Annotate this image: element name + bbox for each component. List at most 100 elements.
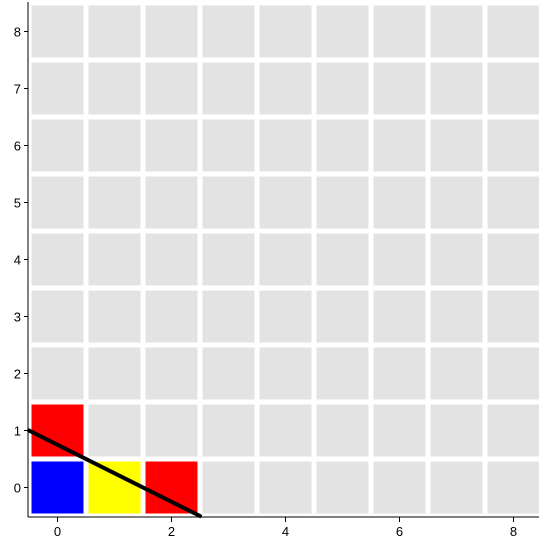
board-cell[interactable] [202, 233, 255, 286]
board-cell[interactable] [88, 404, 141, 457]
board-cell[interactable] [259, 461, 312, 514]
board-cell[interactable] [31, 119, 84, 172]
board-cell[interactable] [487, 461, 539, 514]
x-tick-label: 0 [54, 524, 61, 539]
aim-line-layer [27, 428, 202, 518]
board-cell[interactable] [88, 5, 141, 58]
board-cell[interactable] [259, 62, 312, 115]
board-cell[interactable] [430, 5, 483, 58]
board-cell[interactable] [487, 62, 539, 115]
x-tick-label: 4 [282, 524, 289, 539]
board-cell[interactable] [316, 233, 369, 286]
board-cell[interactable] [373, 461, 426, 514]
aim-line [27, 428, 202, 518]
board-cell[interactable] [316, 290, 369, 343]
board-cell[interactable] [316, 347, 369, 400]
board-cell[interactable] [202, 290, 255, 343]
board-cell[interactable] [487, 290, 539, 343]
board-cell[interactable] [145, 5, 198, 58]
board-cell[interactable] [202, 404, 255, 457]
x-tick-label: 6 [396, 524, 403, 539]
pieces-layer [31, 404, 198, 514]
board-cell[interactable] [202, 461, 255, 514]
board-cell[interactable] [373, 119, 426, 172]
board-cell[interactable] [487, 119, 539, 172]
board-cell[interactable] [145, 290, 198, 343]
board-cell[interactable] [31, 5, 84, 58]
y-tick-label: 5 [14, 196, 21, 211]
board-cell[interactable] [373, 176, 426, 229]
board-cell[interactable] [259, 5, 312, 58]
yellow-piece[interactable] [88, 461, 141, 514]
board-cell[interactable] [373, 404, 426, 457]
board-cell[interactable] [88, 233, 141, 286]
board-cell[interactable] [202, 176, 255, 229]
board-cell[interactable] [31, 62, 84, 115]
board-cell[interactable] [145, 119, 198, 172]
board-cell[interactable] [202, 347, 255, 400]
board-cell[interactable] [202, 5, 255, 58]
board-cell[interactable] [31, 347, 84, 400]
board-cell[interactable] [31, 233, 84, 286]
blue-piece[interactable] [31, 461, 84, 514]
board-cell[interactable] [430, 176, 483, 229]
board-cell[interactable] [487, 347, 539, 400]
board-cell[interactable] [88, 62, 141, 115]
board-cell[interactable] [145, 176, 198, 229]
y-tick-label: 6 [14, 139, 21, 154]
board-cell[interactable] [202, 62, 255, 115]
board-cell[interactable] [88, 176, 141, 229]
board-cell[interactable] [430, 119, 483, 172]
board-cell[interactable] [31, 290, 84, 343]
board-cell[interactable] [430, 461, 483, 514]
red-piece[interactable] [145, 461, 198, 514]
board-cell[interactable] [316, 404, 369, 457]
board-cell[interactable] [259, 119, 312, 172]
board-cell[interactable] [31, 176, 84, 229]
board-cell[interactable] [373, 347, 426, 400]
board-cell[interactable] [316, 176, 369, 229]
board-cell[interactable] [202, 119, 255, 172]
board-cell[interactable] [373, 233, 426, 286]
board-cell[interactable] [430, 347, 483, 400]
board-cell[interactable] [145, 62, 198, 115]
board-cell[interactable] [145, 233, 198, 286]
y-tick-label: 3 [14, 310, 21, 325]
board-cell[interactable] [430, 290, 483, 343]
x-tick-label: 2 [168, 524, 175, 539]
board-cell[interactable] [487, 233, 539, 286]
board-cell[interactable] [487, 404, 539, 457]
y-tick-label: 2 [14, 367, 21, 382]
board-cell[interactable] [88, 119, 141, 172]
board-cell[interactable] [430, 62, 483, 115]
board-cell[interactable] [259, 176, 312, 229]
board-cell[interactable] [145, 347, 198, 400]
board-cell[interactable] [373, 62, 426, 115]
board-cell[interactable] [259, 290, 312, 343]
board-cell[interactable] [316, 119, 369, 172]
board-cell[interactable] [430, 404, 483, 457]
board-cell[interactable] [145, 404, 198, 457]
board-cell[interactable] [259, 404, 312, 457]
board-cell[interactable] [487, 176, 539, 229]
board-cell[interactable] [373, 290, 426, 343]
board-cell[interactable] [430, 233, 483, 286]
y-tick-label: 1 [14, 424, 21, 439]
board-cell[interactable] [259, 233, 312, 286]
board-cell[interactable] [487, 5, 539, 58]
y-tick-label: 4 [14, 253, 21, 268]
board-cell[interactable] [316, 62, 369, 115]
board-cell[interactable] [316, 461, 369, 514]
x-tick-label: 8 [510, 524, 517, 539]
y-tick-label: 0 [14, 481, 21, 496]
board-cell[interactable] [373, 5, 426, 58]
board-cell[interactable] [259, 347, 312, 400]
board-cell[interactable] [88, 290, 141, 343]
red-piece[interactable] [31, 404, 84, 457]
board-cell[interactable] [316, 5, 369, 58]
y-tick-label: 8 [14, 25, 21, 40]
cells-layer [29, 3, 539, 516]
board-cell[interactable] [88, 347, 141, 400]
